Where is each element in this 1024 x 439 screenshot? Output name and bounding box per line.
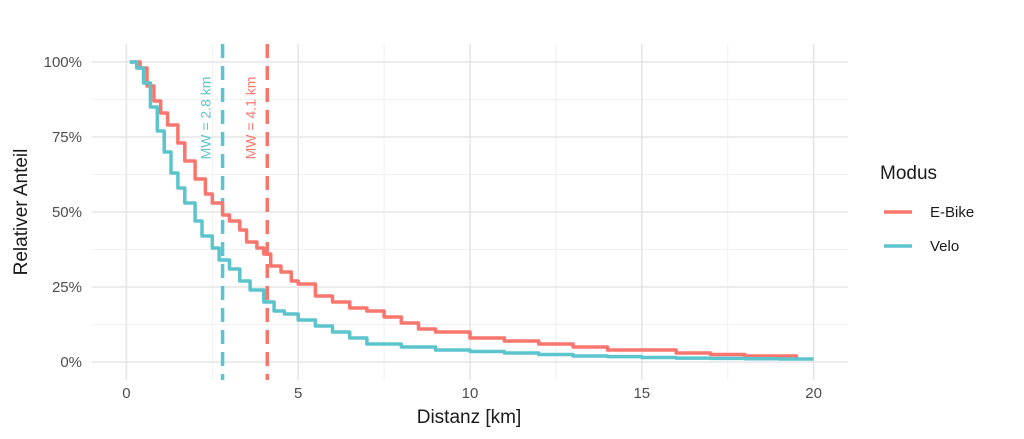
y-tick-label: 25% — [52, 279, 82, 296]
x-tick-label: 20 — [805, 385, 822, 402]
series-line-e-bike — [129, 60, 799, 358]
series-line-velo — [129, 60, 814, 361]
mean-annotation: MW = 2.8 km — [198, 77, 214, 160]
legend-label: E-Bike — [930, 204, 974, 221]
x-axis-title: Distanz [km] — [417, 407, 522, 428]
x-tick-labels: 0 5 10 15 20 — [122, 385, 822, 402]
y-tick-label: 50% — [52, 204, 82, 221]
x-tick-label: 15 — [633, 385, 650, 402]
legend: Modus E-Bike Velo — [880, 163, 974, 255]
x-tick-label: 10 — [462, 385, 479, 402]
y-tick-label: 0% — [60, 354, 82, 371]
legend-title: Modus — [880, 163, 937, 184]
y-tick-labels: 0% 25% 50% 75% 100% — [44, 54, 82, 371]
x-tick-label: 0 — [122, 385, 130, 402]
y-axis-title: Relativer Anteil — [11, 149, 32, 276]
mean-annotation: MW = 4.1 km — [242, 77, 258, 160]
series-lines — [129, 60, 814, 361]
y-tick-label: 75% — [52, 129, 82, 146]
legend-label: Velo — [930, 238, 959, 255]
x-tick-label: 5 — [294, 385, 302, 402]
annotations: MW = 2.8 km MW = 4.1 km — [198, 77, 259, 160]
y-tick-label: 100% — [44, 54, 82, 71]
